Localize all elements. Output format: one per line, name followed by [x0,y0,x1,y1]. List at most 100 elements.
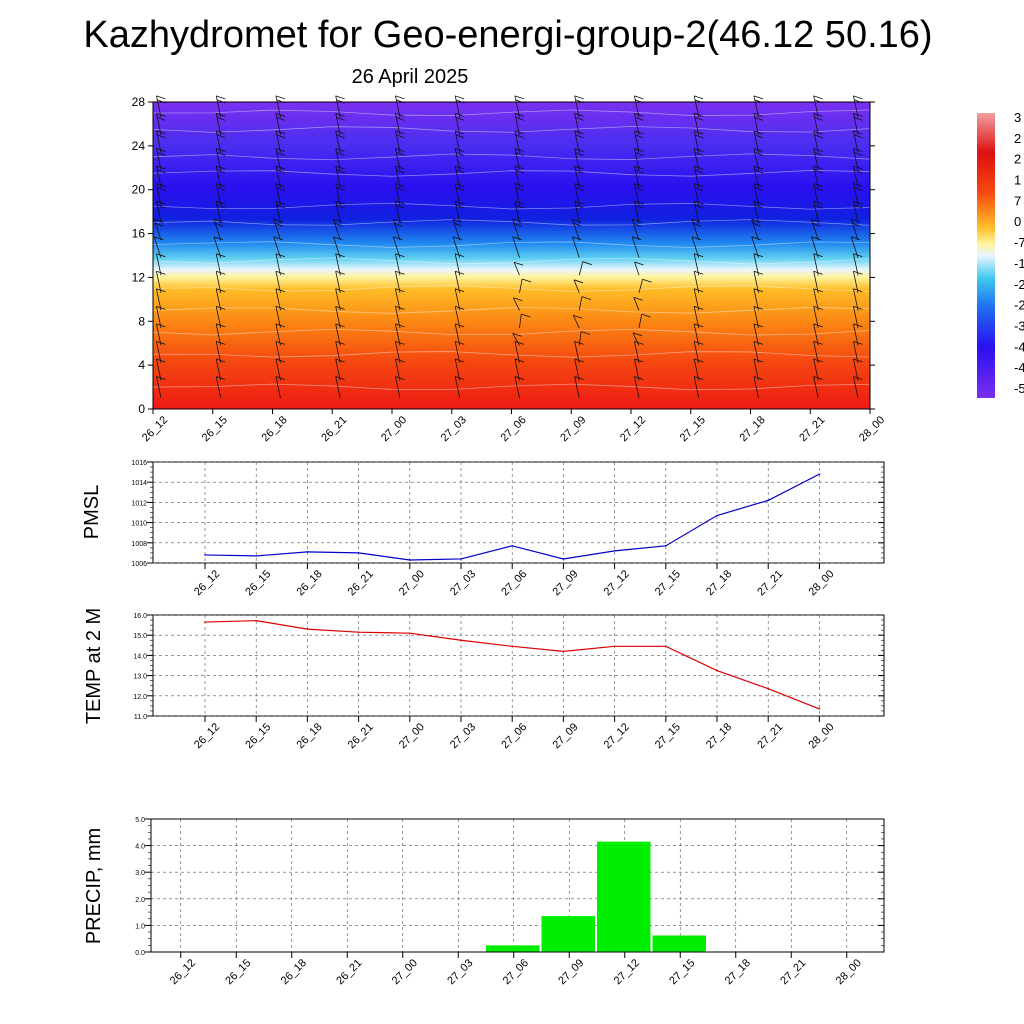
wind-barb-feather [515,169,525,174]
wind-barb [853,323,863,346]
wind-barb [574,112,584,135]
wind-barb-staff [853,183,859,206]
temp-point [511,645,513,648]
wind-barb [512,332,522,346]
wind-barb [753,253,764,276]
x-tick-label: 27_00 [397,568,427,598]
x-tick-label: 27_15 [678,414,708,444]
wind-barb-feather [456,152,465,156]
wind-barb-staff [693,165,700,188]
wind-barb [753,376,764,399]
wind-barb-staff [454,376,461,399]
wind-barb-staff [514,95,520,118]
wind-barb-staff [395,306,401,328]
wind-barb-staff [153,219,162,241]
temp-point [716,669,718,672]
wind-barb-feather [751,236,761,241]
wind-barb-feather [156,130,166,135]
wind-barb [853,253,863,276]
wind-barb [572,314,583,329]
wind-barb-feather [581,296,592,300]
wind-barb-feather [853,148,863,152]
wind-barb-feather [275,165,286,170]
temp-point [665,645,667,648]
x-tick-label: 27_18 [704,721,734,751]
wind-barb-feather [455,305,465,310]
wind-barb-staff [813,130,819,153]
wind-barb-staff [215,288,222,311]
wind-barb-feather [694,358,704,363]
wind-barb [853,358,863,381]
contour-line [152,109,871,116]
colorbar-label: -1 [1014,256,1024,271]
wind-barb-feather [395,358,405,363]
pmsl-point [204,554,206,556]
wind-barb-feather [455,341,465,345]
x-tick-label: 27_21 [755,568,785,598]
wind-barb-staff [153,236,162,258]
wind-barb-feather [813,376,823,380]
wind-barb-staff [275,376,281,399]
wind-barb-feather [515,187,525,191]
y-tick-label: 1016 [131,460,147,467]
wind-barb-feather [216,341,226,345]
wind-barb-feather [333,218,343,223]
wind-barb-staff [574,130,580,153]
wind-barb-staff [853,201,859,223]
colorbar-label: 2 [1014,152,1021,167]
wind-barb-feather [276,116,286,121]
wind-barb-feather [634,148,644,152]
wind-barb [753,165,764,188]
wind-barb-staff [335,130,341,153]
contour-line [152,285,871,292]
wind-barb-feather [455,376,465,380]
wind-barb-feather [694,288,704,293]
wind-barb-feather [753,183,764,187]
wind-barb-feather [851,218,861,223]
wind-barb [574,376,584,399]
wind-barb [395,112,405,135]
wind-barb-staff [275,148,281,171]
wind-barb [853,341,863,364]
y-tick-label: 14.0 [133,653,147,660]
wind-barb [853,183,863,206]
wind-barb-staff [335,95,341,118]
wind-barb-staff [753,376,759,399]
wind-barb-feather [635,134,644,139]
wind-barb-feather [853,253,863,258]
wind-barb-feather [396,116,405,121]
wind-barb [638,278,652,293]
pmsl-point [767,499,769,502]
wind-barb-staff [813,95,819,118]
y-tick-label: 15.0 [133,633,147,640]
wind-barb-feather [574,148,584,152]
wind-barb-staff [634,341,640,364]
wind-barb-feather [754,204,764,209]
colorbar-label: 0 [1014,214,1021,229]
y-tick-label: 0 [138,402,145,416]
contour-line [152,170,871,177]
wind-barb-feather [813,148,823,152]
wind-barb [395,148,405,171]
wind-barb [335,165,345,188]
wind-barb [395,341,405,364]
wind-barb-feather [455,288,465,293]
wind-barb [813,323,823,346]
wind-barb [634,183,644,206]
wind-barb-feather [573,314,583,319]
y-tick-label: 1012 [131,500,147,507]
wind-barb-staff [512,219,520,241]
wind-barb-feather [156,323,166,328]
x-tick-label: 27_12 [602,568,632,598]
wind-barb-staff [454,95,461,118]
wind-barb-feather [634,95,644,100]
wind-barb-feather [395,341,405,345]
wind-barb [578,261,592,276]
y-tick-label: 1006 [131,561,147,568]
y-axis-label: PMSL [81,485,103,539]
wind-barb-feather [691,236,702,241]
wind-barb [452,236,463,258]
wind-barb-feather [695,116,704,121]
wind-barb-feather [854,116,863,121]
wind-barb [215,130,226,153]
